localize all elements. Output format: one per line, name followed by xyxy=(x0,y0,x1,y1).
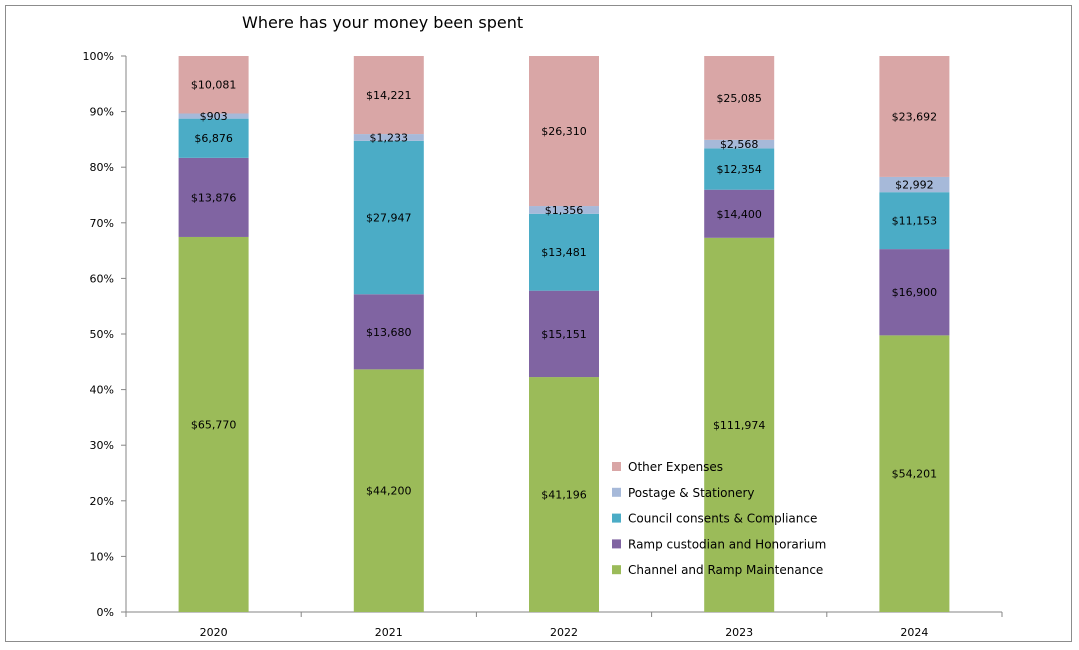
x-tick-label: 2021 xyxy=(375,626,403,639)
x-axis: 2020 2021 2022 2023 2024 xyxy=(125,611,1003,639)
bar-segment xyxy=(529,213,599,291)
y-tick-label: 0% xyxy=(97,606,114,619)
y-axis: 0% 10% 20% 30% 40% 50% 60% 70% 80% 90% 100% xyxy=(83,50,127,619)
y-tick-label: 80% xyxy=(90,161,114,174)
legend-swatch xyxy=(612,487,621,497)
bars xyxy=(178,56,950,612)
data-label: $14,221 xyxy=(366,89,412,102)
bar-segment xyxy=(879,192,950,250)
legend-swatch xyxy=(612,513,621,523)
y-tick-label: 20% xyxy=(90,495,114,508)
bar-segment xyxy=(704,139,775,149)
legend-label: Postage & Stationery xyxy=(628,486,755,500)
bar-segment xyxy=(353,294,424,370)
data-label: $13,481 xyxy=(541,246,587,259)
bar-segment xyxy=(353,140,424,295)
bar-segment xyxy=(529,290,599,378)
y-tick-label: 10% xyxy=(90,550,114,563)
bar-segment xyxy=(704,237,775,612)
data-label: $11,153 xyxy=(892,215,938,228)
y-tick-label: 30% xyxy=(90,439,114,452)
data-label: $27,947 xyxy=(366,212,412,225)
bar-segment xyxy=(353,134,424,141)
data-label: $54,201 xyxy=(892,468,938,481)
y-tick-label: 40% xyxy=(90,384,114,397)
legend-label: Other Expenses xyxy=(628,460,723,474)
data-label: $13,876 xyxy=(191,191,237,204)
bar-segment xyxy=(529,56,599,207)
legend-label: Ramp custodian and Honorarium xyxy=(628,537,826,551)
x-tick-label: 2022 xyxy=(550,626,578,639)
data-label: $1,233 xyxy=(370,131,409,144)
data-label: $10,081 xyxy=(191,79,237,92)
legend-swatch xyxy=(612,462,621,471)
y-tick-label: 60% xyxy=(90,272,114,285)
x-tick-label: 2024 xyxy=(900,626,928,639)
data-label: $1,356 xyxy=(545,204,584,217)
bar-segment xyxy=(178,236,249,612)
data-label: $65,770 xyxy=(191,418,237,431)
data-label: $2,568 xyxy=(720,138,759,151)
bar-segment xyxy=(353,369,424,612)
y-tick-label: 90% xyxy=(90,106,114,119)
data-label: $26,310 xyxy=(541,125,587,138)
data-label: $903 xyxy=(200,110,228,123)
y-tick-label: 50% xyxy=(90,328,114,341)
bar-segment xyxy=(529,377,599,612)
legend: Other Expenses Postage & Stationery Counci… xyxy=(612,460,826,577)
legend-swatch xyxy=(612,565,621,575)
bar-segment xyxy=(704,56,775,140)
y-tick-label: 100% xyxy=(83,50,114,63)
legend-label: Council consents & Compliance xyxy=(628,512,817,526)
data-label: $15,151 xyxy=(541,328,587,341)
data-label: $41,196 xyxy=(541,489,587,502)
chart-title: Where has your money been spent xyxy=(242,13,523,32)
data-label: $2,992 xyxy=(895,179,934,192)
x-tick-label: 2020 xyxy=(200,626,228,639)
data-label: $13,680 xyxy=(366,326,412,339)
legend-swatch xyxy=(612,539,621,549)
bar-segment xyxy=(178,118,249,158)
data-label: $6,876 xyxy=(194,132,233,145)
bar-segment xyxy=(353,56,424,135)
data-label: $44,200 xyxy=(366,485,412,498)
bar-segment xyxy=(879,335,950,612)
bar-segment xyxy=(879,56,950,177)
y-tick-label: 70% xyxy=(90,217,114,230)
data-label: $25,085 xyxy=(716,92,762,105)
x-tick-label: 2023 xyxy=(725,626,753,639)
bar-segment xyxy=(704,189,775,238)
bar-segment xyxy=(178,113,249,119)
data-label: $12,354 xyxy=(716,163,762,176)
bar-segment xyxy=(178,56,249,114)
bar-segment xyxy=(529,206,599,214)
bar-segment xyxy=(178,157,249,237)
bar-labels: $65,770 $13,876 $6,876 $903 $10,081 $44,200 $1… xyxy=(191,79,937,502)
bar-segment xyxy=(879,176,950,193)
bar-segment xyxy=(704,148,775,190)
bar-segment xyxy=(879,249,950,336)
data-label: $23,692 xyxy=(892,110,938,123)
legend-label: Channel and Ramp Maintenance xyxy=(628,563,823,577)
data-label: $14,400 xyxy=(716,208,762,221)
data-label: $111,974 xyxy=(713,419,766,432)
data-label: $16,900 xyxy=(892,286,938,299)
